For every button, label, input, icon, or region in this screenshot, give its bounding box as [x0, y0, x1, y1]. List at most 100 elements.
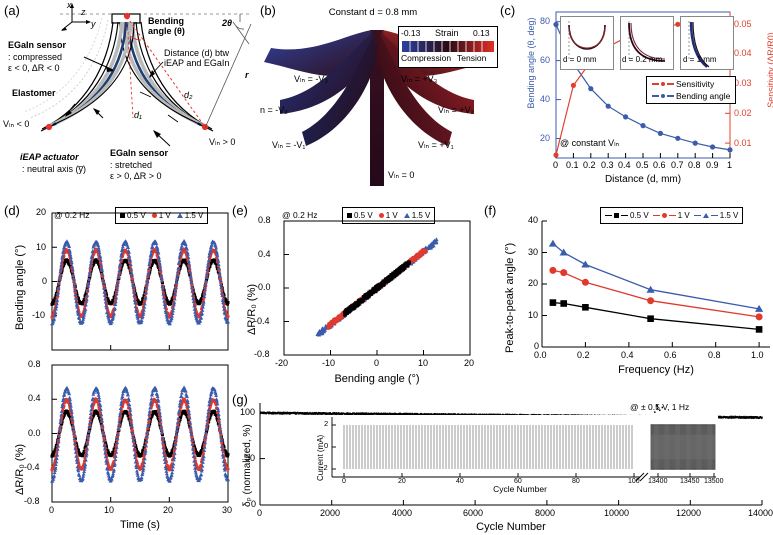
- panel-e-legend-05v: 0.5 V: [347, 211, 373, 220]
- legend-marker-circle: [661, 213, 667, 218]
- panel-f-legend-label-15v: 1.5 V: [719, 211, 739, 220]
- panel-c-ytick-80: 80: [540, 16, 551, 26]
- legend-line-1v: [652, 214, 660, 217]
- panel-g-ytick-100: 100: [240, 407, 256, 417]
- panel-g-note: @ ± 0.5 V, 1 Hz: [630, 402, 690, 412]
- panel-c-note: @ constant Vₗₙ: [560, 138, 620, 148]
- panel-g-inset-xtick-0: 0: [342, 478, 346, 485]
- panel-f-xtick-02: 0.2: [577, 350, 590, 360]
- colorbar-compression-label: Compression: [401, 53, 452, 63]
- ieap-actuator-sub: : neutral axis (y̅): [22, 164, 87, 174]
- panel-e-legend-15v: 1.5 V: [403, 211, 431, 220]
- panel-e-legend-label-05v: 0.5 V: [354, 211, 373, 220]
- panel-e-xtick-20: 20: [464, 358, 475, 368]
- panel-c-inset-1mm: d = 1 mm: [680, 16, 734, 70]
- inset-0mm-label: d = 0 mm: [563, 55, 597, 64]
- panel-a-label: (a): [4, 3, 20, 18]
- legend-marker-sensitivity: [661, 82, 665, 86]
- panel-d-legend-1v: 1 V: [151, 211, 171, 220]
- panel-d-top-ytick-10: 10: [36, 242, 47, 252]
- panel-g-inset-xtick-13450: 13450: [680, 478, 700, 485]
- legend-marker-circle: [378, 213, 384, 218]
- panel-e-legend-1v: 1 V: [378, 211, 398, 220]
- panel-e-xtick-neg20: -20: [275, 358, 289, 368]
- panel-g-inset-xtick-60: 60: [514, 478, 522, 485]
- panel-c-legend-sensitivity: Sensitivity: [652, 79, 714, 89]
- egain-stretched-eq: ε > 0, ΔR > 0: [110, 171, 162, 181]
- panel-c-xtick-01: 0.1: [566, 160, 579, 170]
- panel-g-inset-ytick-2: 2: [324, 419, 329, 428]
- distance-annotation: Distance (d) btw iEAP and EGaIn: [164, 48, 230, 69]
- panel-c-legend-label-bending: Bending angle: [676, 91, 731, 101]
- vin-negative-label: Vₗₙ < 0: [3, 119, 30, 129]
- panel-d-xtick-0: 0: [49, 505, 55, 515]
- strain-colorbar: -0.13 Strain 0.13 Compression Tension: [398, 26, 498, 68]
- panel-c-legend: Sensitivity Bending angle: [646, 76, 737, 104]
- panel-e-note: @ 0.2 Hz: [282, 210, 318, 220]
- panel-f-legend: 0.5 V 1 V 1.5 V: [600, 207, 744, 224]
- panel-g-inset-xtick-13500: 13500: [704, 478, 724, 485]
- panel-d-xtick-10: 10: [104, 505, 115, 515]
- legend-line2-05v: [621, 214, 628, 217]
- panel-c-inset-02mm: d = 0.2 mm: [620, 16, 674, 70]
- legend-line-05v: [605, 214, 612, 217]
- panel-d-bot-ytick-00: 0.0: [28, 428, 41, 438]
- panel-d-top-ytick-20: 20: [36, 207, 47, 217]
- panel-g-ytick-0: 0: [251, 499, 257, 509]
- panel-d-bot-ytick-neg08: -0.8: [24, 496, 40, 506]
- panel-g-label: (g): [232, 392, 248, 407]
- legend-marker-triangle: [702, 213, 709, 218]
- egain-compressed-title: EGaIn sensor: [8, 40, 67, 50]
- panel-c-xtick-05: 0.5: [636, 160, 649, 170]
- panel-f-xtick-04: 0.4: [621, 350, 634, 360]
- panel-d-xlabel: Time (s): [120, 519, 160, 531]
- colorbar-ticks: [409, 41, 483, 52]
- branch-label-zero: Vₗₙ = 0: [388, 170, 415, 180]
- panel-c-xtick-02: 0.2: [583, 160, 596, 170]
- panel-c-rtick-002: 0.02: [734, 108, 752, 118]
- inset-02mm-label: d = 0.2 mm: [622, 55, 663, 64]
- panel-g-inset-xtick-13400: 13400: [648, 478, 668, 485]
- panel-d-legend-label-15v: 1.5 V: [184, 211, 204, 220]
- panel-d-legend-label-05v: 0.5 V: [127, 211, 146, 220]
- panel-f-xlabel: Frequency (Hz): [618, 364, 694, 376]
- bending-angle-annotation: Bending angle (θ): [148, 16, 185, 37]
- d2-label: d₂: [184, 90, 193, 100]
- ieap-actuator-title: iEAP actuator: [20, 152, 79, 162]
- panel-c-rtick-004: 0.04: [734, 48, 752, 58]
- panel-e-legend-label-15v: 1.5 V: [411, 211, 431, 220]
- panel-e-label: (e): [232, 203, 248, 218]
- axis-x-label: x: [67, 0, 72, 10]
- panel-c-ytick-40: 40: [540, 94, 551, 104]
- panel-e-xlabel: Bending angle (°): [334, 373, 420, 385]
- panel-c-xtick-03: 0.3: [601, 160, 614, 170]
- panel-c-label: (c): [500, 3, 516, 18]
- panel-e-xtick-0: 0: [374, 358, 380, 368]
- panel-g-inset-ytick-neg2: -2: [321, 463, 328, 472]
- panel-e-plot: [283, 220, 471, 356]
- axis-z-label: z: [81, 7, 86, 17]
- panel-d-label: (d): [4, 203, 20, 218]
- panel-d-plots: [50, 212, 230, 503]
- panel-g-xtick-0: 0: [257, 508, 263, 518]
- egain-compressed-eq: ε < 0, ΔR < 0: [8, 63, 60, 73]
- panel-c-xtick-08: 0.8: [688, 160, 701, 170]
- legend-marker-triangle: [176, 213, 183, 218]
- panel-d-legend-label-1v: 1 V: [158, 211, 171, 220]
- panel-f-ytick-40: 40: [528, 215, 539, 225]
- panel-e-ytick-00: 0.0: [258, 282, 271, 292]
- panel-b: (b) Constant d = 0.8 mm: [258, 0, 498, 205]
- axis-y-label: y: [91, 19, 96, 29]
- panel-d-xtick-30: 30: [222, 505, 233, 515]
- branch-label-neg1: Vₗₙ = -V₁: [272, 140, 306, 150]
- legend-marker-circle: [151, 213, 157, 218]
- panel-g-inset-xtick-80: 80: [572, 478, 580, 485]
- panel-d-bot-ytick-neg04: -0.4: [24, 462, 40, 472]
- panel-g-inset-xtick-20: 20: [398, 478, 406, 485]
- panel-g-xtick-2000: 2000: [320, 508, 341, 518]
- panel-b-label: (b): [260, 3, 276, 18]
- panel-e-legend-label-1v: 1 V: [385, 211, 398, 220]
- legend-line2-1v: [668, 214, 676, 217]
- legend-marker-triangle: [403, 213, 410, 218]
- panel-a: (a): [0, 0, 258, 205]
